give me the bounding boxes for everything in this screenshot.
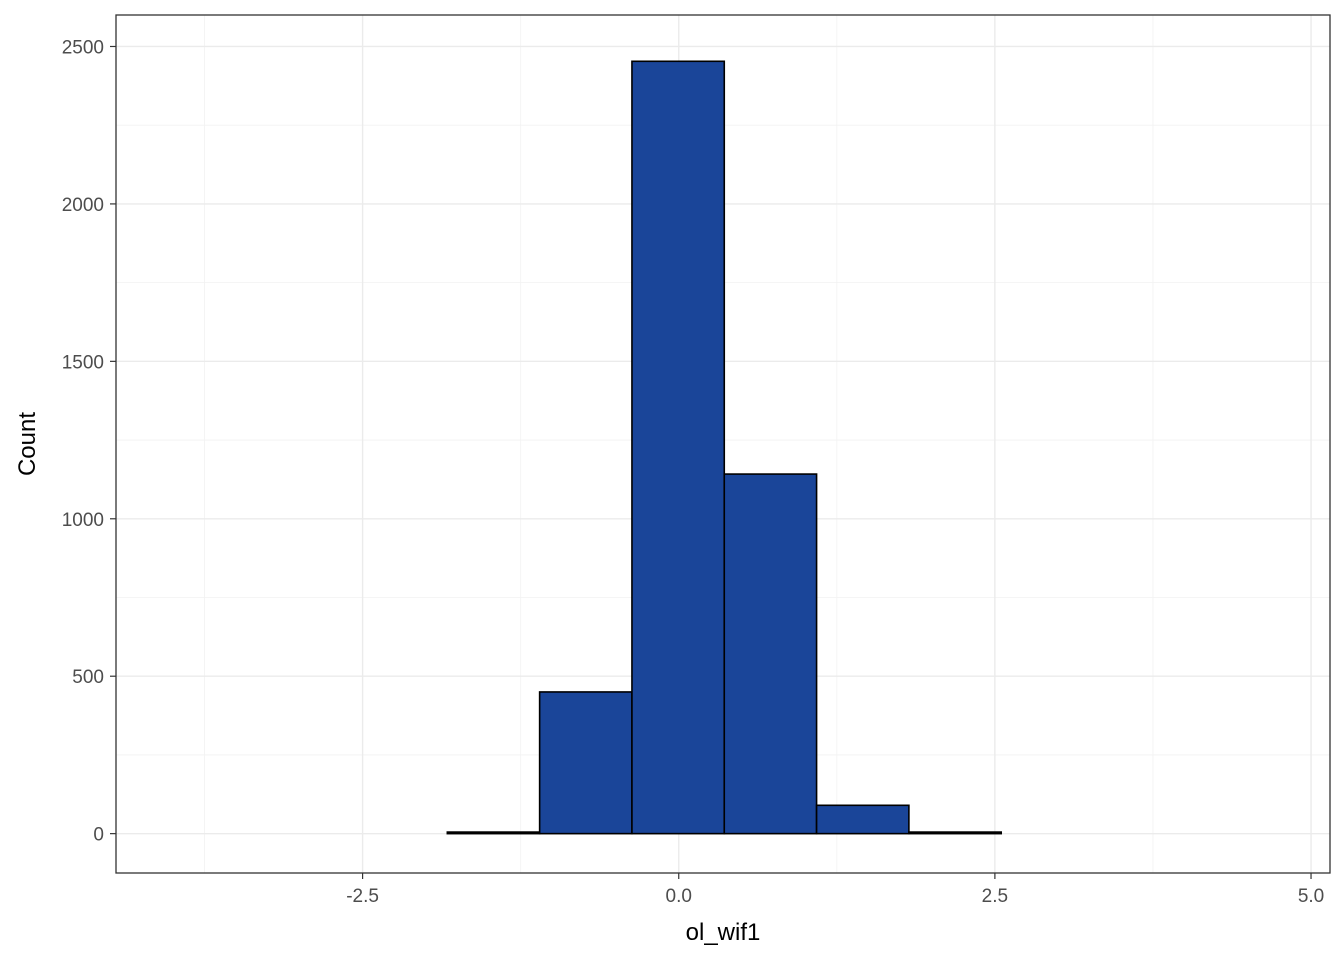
histogram-bar-6 <box>631 60 726 835</box>
ticks-layer: -2.5 0.0 2.5 5.0 0 500 1000 1500 2000 2500 <box>62 37 1325 907</box>
y-tick-label: 0 <box>93 825 104 846</box>
y-tick-label: 500 <box>72 667 104 688</box>
x-tick-label: 0.0 <box>666 886 692 907</box>
histogram-bar-7 <box>723 473 818 835</box>
x-tick-label: 2.5 <box>982 886 1008 907</box>
y-tick-label: 2000 <box>62 195 104 216</box>
x-tick-label: -2.5 <box>346 886 379 907</box>
y-tick-label: 1500 <box>62 352 104 373</box>
y-axis-title: Count <box>14 412 41 476</box>
histogram-bar-5 <box>538 691 633 835</box>
panel-border <box>115 14 1331 874</box>
y-tick-label: 1000 <box>62 510 104 531</box>
histogram-bar-8 <box>815 804 910 835</box>
x-axis-title: ol_wif1 <box>686 919 761 946</box>
histogram-bar-9 <box>908 831 1003 835</box>
x-tick-label: 5.0 <box>1298 886 1324 907</box>
y-tick-label: 2500 <box>62 37 104 58</box>
bars-layer <box>446 60 1003 835</box>
histogram-bar-4 <box>446 831 541 835</box>
